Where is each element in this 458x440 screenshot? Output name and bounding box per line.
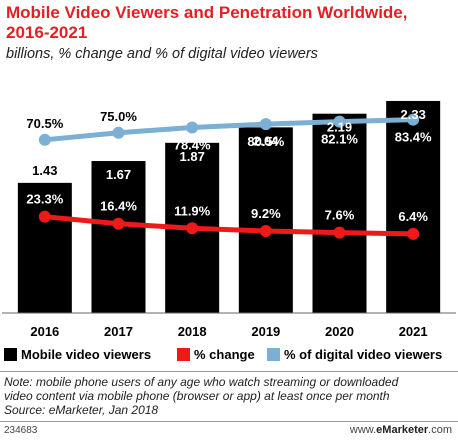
bar-label-2019: 2.04	[253, 133, 279, 148]
legend-label: Mobile video viewers	[21, 347, 152, 362]
penetration-point-2017	[112, 126, 125, 139]
brand-name: eMarketer	[376, 424, 429, 436]
divider	[0, 421, 458, 422]
legend-item-penetration: % of digital video viewers	[267, 347, 442, 362]
x-tick-label-2016: 2016	[30, 324, 59, 339]
brand-prefix: www.	[349, 424, 377, 436]
change-line	[42, 214, 416, 237]
bar-label-2018: 1.87	[180, 149, 205, 164]
x-tick-label-2017: 2017	[104, 324, 133, 339]
brand-suffix: .com	[428, 424, 452, 436]
bar-label-2020: 2.19	[327, 120, 352, 135]
x-tick-label-2021: 2021	[399, 324, 428, 339]
x-tick-label-2019: 2019	[251, 324, 280, 339]
penetration-line	[42, 117, 416, 143]
change-label-2021: 6.4%	[398, 209, 428, 224]
penetration-point-2016	[38, 133, 51, 146]
change-point-2018	[186, 222, 199, 235]
penetration-point-2019	[259, 118, 272, 131]
legend-label: % change	[194, 347, 255, 362]
x-tick-label-2018: 2018	[178, 324, 207, 339]
bar-2016	[17, 182, 72, 313]
bar-2019	[238, 127, 293, 313]
chart-title: Mobile Video Viewers and Penetration Wor…	[6, 3, 408, 42]
chart-note: Note: mobile phone users of any age who …	[4, 375, 456, 417]
penetration-point-2020	[333, 115, 346, 128]
penetration-label-2021: 83.4%	[395, 130, 432, 145]
bar-label-2021: 2.33	[401, 107, 426, 122]
legend-swatch-change	[177, 348, 190, 361]
bar-2020	[312, 113, 367, 314]
change-point-2017	[112, 217, 125, 230]
change-point-2020	[333, 226, 346, 239]
chart-legend: Mobile video viewers % change % of digit…	[4, 344, 458, 366]
penetration-label-2018: 78.4%	[174, 137, 211, 152]
bar-2017	[91, 161, 146, 313]
penetration-point-2021	[407, 113, 420, 126]
legend-swatch-bars	[4, 348, 17, 361]
note-line: video content via mobile phone (browser …	[4, 389, 390, 403]
source-line: Source: eMarketer, Jan 2018	[4, 403, 159, 417]
change-label-2017: 16.4%	[100, 199, 137, 214]
penetration-label-2019: 80.5%	[247, 134, 284, 149]
penetration-label-2017: 75.0%	[100, 109, 137, 124]
change-label-2018: 11.9%	[174, 203, 211, 218]
x-tick-label-2020: 2020	[325, 324, 354, 339]
change-point-2019	[259, 225, 272, 238]
penetration-label-2020: 82.1%	[321, 132, 358, 147]
chart-plot: 1.43 1.67 1.87 2.04 2.19 2.33 70.5% 75.0% 78.4% 8…	[2, 100, 456, 339]
legend-item-change: % change	[177, 347, 255, 362]
legend-item-mobile-video-viewers: Mobile video viewers	[4, 347, 151, 362]
change-label-2016: 23.3%	[26, 192, 63, 207]
legend-label: % of digital video viewers	[284, 347, 443, 362]
change-label-2019: 9.2%	[251, 206, 281, 221]
change-point-2021	[407, 227, 420, 240]
penetration-point-2018	[186, 121, 199, 134]
bar-label-2017: 1.67	[106, 167, 131, 182]
chart-id: 234683	[4, 425, 38, 436]
divider	[0, 371, 458, 372]
chart-subtitle: billions, % change and % of digital vide…	[6, 46, 318, 62]
bar-label-2016: 1.43	[32, 163, 57, 178]
legend-swatch-penetration	[267, 348, 280, 361]
change-label-2020: 7.6%	[325, 208, 355, 223]
penetration-label-2016: 70.5%	[26, 116, 63, 131]
change-point-2016	[38, 210, 51, 223]
brand-logo: www.eMarketer.com	[350, 424, 452, 436]
note-line: Note: mobile phone users of any age who …	[4, 375, 399, 389]
bar-2021	[386, 100, 441, 313]
